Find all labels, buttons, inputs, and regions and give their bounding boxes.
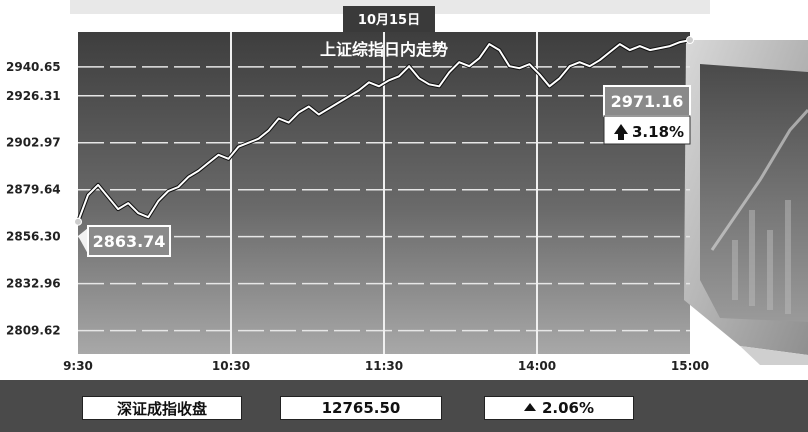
y-tick-label: 2926.31 bbox=[6, 89, 61, 103]
y-tick-label: 2879.64 bbox=[6, 183, 61, 197]
series-line bbox=[77, 39, 691, 223]
y-tick-label: 2856.30 bbox=[6, 230, 61, 244]
series-endpoint bbox=[74, 217, 82, 226]
end-callout: 2971.16 3.18% bbox=[603, 85, 691, 145]
start-callout: 2863.74 bbox=[78, 225, 171, 257]
index-value: 12765.50 bbox=[321, 399, 401, 417]
y-tick-label: 2832.96 bbox=[6, 277, 61, 291]
x-tick-label: 10:30 bbox=[212, 359, 250, 373]
index-value-box: 12765.50 bbox=[280, 396, 442, 420]
x-axis-ticks: 9:30 10:30 11:30 14:00 15:00 bbox=[63, 359, 709, 373]
x-tick-label: 15:00 bbox=[671, 359, 709, 373]
chart-title: 上证综指日内走势 bbox=[320, 40, 448, 59]
index-change: 2.06% bbox=[541, 399, 595, 417]
x-tick-label: 11:30 bbox=[365, 359, 403, 373]
index-name: 深证成指收盘 bbox=[116, 399, 207, 418]
up-arrow-icon bbox=[523, 403, 536, 411]
monitor-illustration bbox=[684, 40, 808, 365]
end-value-label: 2971.16 bbox=[611, 92, 684, 111]
x-tick-label: 14:00 bbox=[518, 359, 556, 373]
vertical-gridlines bbox=[230, 32, 538, 354]
y-axis-ticks: 2940.65 2926.31 2902.97 2879.64 2856.30 2832.… bbox=[6, 60, 61, 338]
date-label: 10月15日 bbox=[358, 13, 420, 28]
x-tick-label: 9:30 bbox=[63, 359, 93, 373]
start-value-label: 2863.74 bbox=[93, 232, 166, 251]
index-name-box: 深证成指收盘 bbox=[82, 396, 242, 420]
date-tag: 10月15日 bbox=[343, 6, 435, 32]
y-tick-label: 2902.97 bbox=[6, 136, 61, 150]
y-tick-label: 2809.62 bbox=[6, 324, 61, 338]
y-tick-label: 2940.65 bbox=[6, 60, 61, 74]
up-arrow-icon bbox=[614, 124, 628, 140]
change-label: 3.18% bbox=[632, 123, 684, 141]
index-change-box: 2.06% bbox=[484, 396, 634, 420]
series-group bbox=[74, 36, 694, 226]
series-endpoint bbox=[686, 36, 694, 45]
